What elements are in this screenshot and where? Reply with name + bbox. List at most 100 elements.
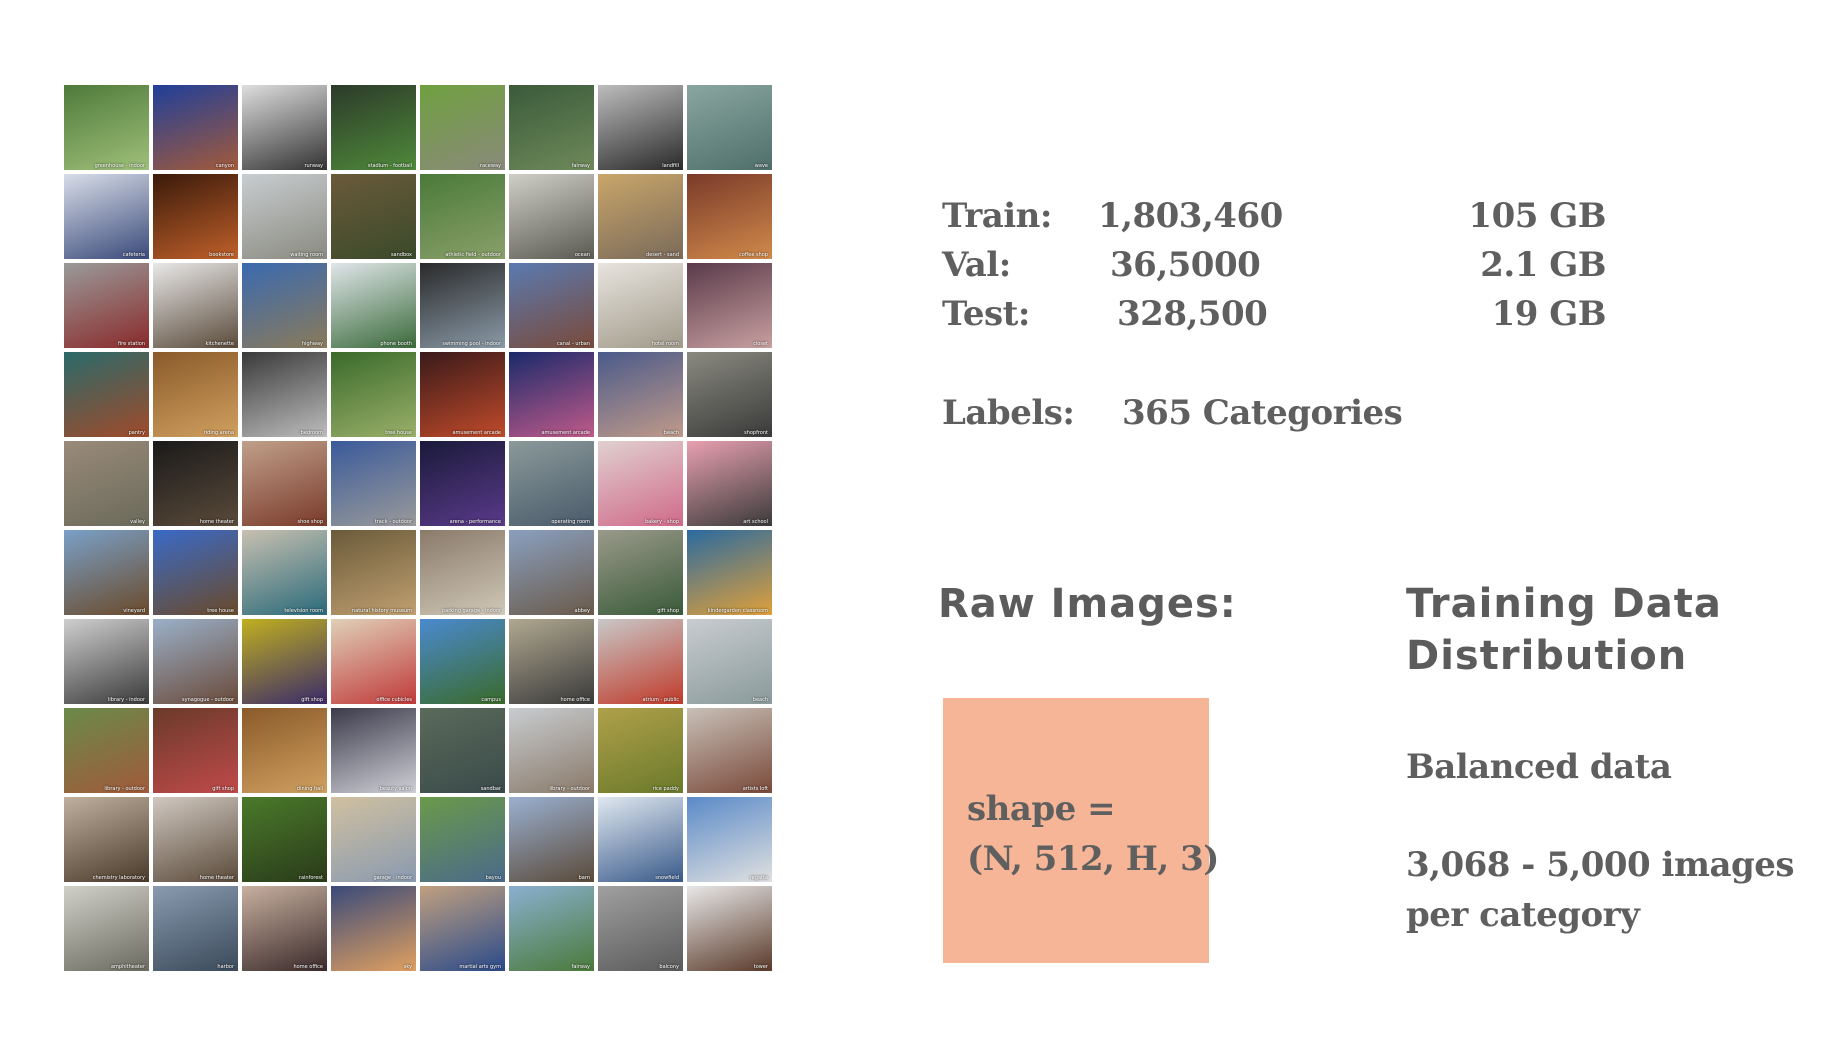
- scene-thumbnail: canal - urban: [509, 263, 594, 348]
- thumbnail-caption: cafeteria: [122, 252, 145, 258]
- scene-thumbnail: ocean: [509, 174, 594, 259]
- thumbnail-caption: landfill: [662, 163, 679, 169]
- thumbnail-caption: wave: [754, 163, 768, 169]
- scene-thumbnail: gift shop: [242, 619, 327, 704]
- scene-thumbnail: chemistry laboratory: [64, 797, 149, 882]
- scene-thumbnail: sandbar: [420, 708, 505, 793]
- scene-thumbnail: amusement arcade: [509, 352, 594, 437]
- thumbnail-caption: dining hall: [296, 786, 323, 792]
- scene-thumbnail: wave: [687, 85, 772, 170]
- scene-thumbnail: greenhouse - indoor: [64, 85, 149, 170]
- scene-thumbnail: atrium - public: [598, 619, 683, 704]
- distribution-heading: Training Data Distribution: [1406, 578, 1722, 682]
- image-mosaic: greenhouse - indoor canyon runway stadium -…: [64, 85, 772, 971]
- thumbnail-caption: home theater: [199, 875, 234, 881]
- scene-thumbnail: kitchenette: [153, 263, 238, 348]
- scene-thumbnail: home office: [242, 886, 327, 971]
- thumbnail-caption: library - indoor: [108, 697, 145, 703]
- thumbnail-caption: bayou: [485, 875, 501, 881]
- scene-thumbnail: swimming pool - indoor: [420, 263, 505, 348]
- thumbnail-caption: kindergarden classroom: [707, 608, 768, 614]
- thumbnail-caption: rainforest: [298, 875, 323, 881]
- thumbnail-caption: home office: [560, 697, 590, 703]
- thumbnail-caption: synagogue - outdoor: [182, 697, 234, 703]
- test-size: 19 GB: [1491, 294, 1607, 334]
- scene-thumbnail: harbor: [153, 886, 238, 971]
- scene-thumbnail: balcony: [598, 886, 683, 971]
- scene-thumbnail: gift shop: [153, 708, 238, 793]
- distribution-heading-line-2: Distribution: [1406, 633, 1688, 679]
- scene-thumbnail: shoe shop: [242, 441, 327, 526]
- test-label: Test:: [942, 294, 1030, 334]
- thumbnail-caption: bakery - shop: [644, 519, 679, 525]
- shape-line-1: shape =: [967, 789, 1116, 829]
- scene-thumbnail: synagogue - outdoor: [153, 619, 238, 704]
- thumbnail-caption: phone booth: [380, 341, 412, 347]
- thumbnail-caption: arena - performance: [449, 519, 501, 525]
- thumbnail-caption: natural history museum: [351, 608, 412, 614]
- thumbnail-caption: canal - urban: [556, 341, 590, 347]
- thumbnail-caption: beach: [663, 430, 679, 436]
- scene-thumbnail: fairway: [509, 886, 594, 971]
- scene-thumbnail: snowfield: [598, 797, 683, 882]
- scene-thumbnail: fairway: [509, 85, 594, 170]
- thumbnail-caption: coffee shop: [738, 252, 768, 258]
- distribution-range-line-2: per category: [1406, 895, 1640, 935]
- thumbnail-caption: fire station: [118, 341, 145, 347]
- thumbnail-caption: bookstore: [209, 252, 234, 258]
- thumbnail-caption: artists loft: [742, 786, 768, 792]
- thumbnail-caption: hotel room: [651, 341, 679, 347]
- scene-thumbnail: stadium - football: [331, 85, 416, 170]
- thumbnail-caption: swimming pool - indoor: [442, 341, 501, 347]
- scene-thumbnail: raceway: [420, 85, 505, 170]
- scene-thumbnail: sky: [331, 886, 416, 971]
- scene-thumbnail: kindergarden classroom: [687, 530, 772, 615]
- thumbnail-caption: ocean: [574, 252, 590, 258]
- scene-thumbnail: desert - sand: [598, 174, 683, 259]
- thumbnail-caption: art school: [743, 519, 768, 525]
- scene-thumbnail: landfill: [598, 85, 683, 170]
- scene-thumbnail: bayou: [420, 797, 505, 882]
- thumbnail-caption: canyon: [215, 163, 234, 169]
- scene-thumbnail: fire station: [64, 263, 149, 348]
- thumbnail-caption: waiting room: [290, 252, 323, 258]
- thumbnail-caption: library - outdoor: [549, 786, 590, 792]
- thumbnail-caption: gift shop: [301, 697, 323, 703]
- thumbnail-caption: tree house: [207, 608, 234, 614]
- scene-thumbnail: canyon: [153, 85, 238, 170]
- thumbnail-caption: fairway: [571, 163, 590, 169]
- thumbnail-caption: office cubicles: [376, 697, 412, 703]
- thumbnail-caption: sandbar: [480, 786, 501, 792]
- scene-thumbnail: track - outdoor: [331, 441, 416, 526]
- raw-images-heading: Raw Images:: [938, 581, 1237, 627]
- scene-thumbnail: dining hall: [242, 708, 327, 793]
- thumbnail-caption: shoe shop: [297, 519, 323, 525]
- train-count: 1,803,460: [1098, 196, 1283, 236]
- scene-thumbnail: valley: [64, 441, 149, 526]
- scene-thumbnail: barn: [509, 797, 594, 882]
- thumbnail-caption: library - outdoor: [104, 786, 145, 792]
- scene-thumbnail: sandbox: [331, 174, 416, 259]
- scene-thumbnail: hotel room: [598, 263, 683, 348]
- scene-thumbnail: cafeteria: [64, 174, 149, 259]
- scene-thumbnail: tree house: [153, 530, 238, 615]
- thumbnail-caption: home office: [293, 964, 323, 970]
- thumbnail-caption: amphitheater: [110, 964, 145, 970]
- thumbnail-caption: martial arts gym: [459, 964, 501, 970]
- scene-thumbnail: office cubicles: [331, 619, 416, 704]
- thumbnail-caption: tower: [753, 964, 768, 970]
- train-label: Train:: [942, 196, 1052, 236]
- thumbnail-caption: tree house: [385, 430, 412, 436]
- scene-thumbnail: art school: [687, 441, 772, 526]
- scene-thumbnail: parking garage - indoor: [420, 530, 505, 615]
- scene-thumbnail: athletic field - outdoor: [420, 174, 505, 259]
- scene-thumbnail: regatta: [687, 797, 772, 882]
- scene-thumbnail: amphitheater: [64, 886, 149, 971]
- train-size: 105 GB: [1468, 196, 1606, 236]
- scene-thumbnail: beach: [598, 352, 683, 437]
- scene-thumbnail: shopfront: [687, 352, 772, 437]
- shape-line-2: (N, 512, H, 3): [967, 839, 1219, 879]
- thumbnail-caption: balcony: [659, 964, 679, 970]
- scene-thumbnail: pantry: [64, 352, 149, 437]
- thumbnail-caption: bedroom: [300, 430, 323, 436]
